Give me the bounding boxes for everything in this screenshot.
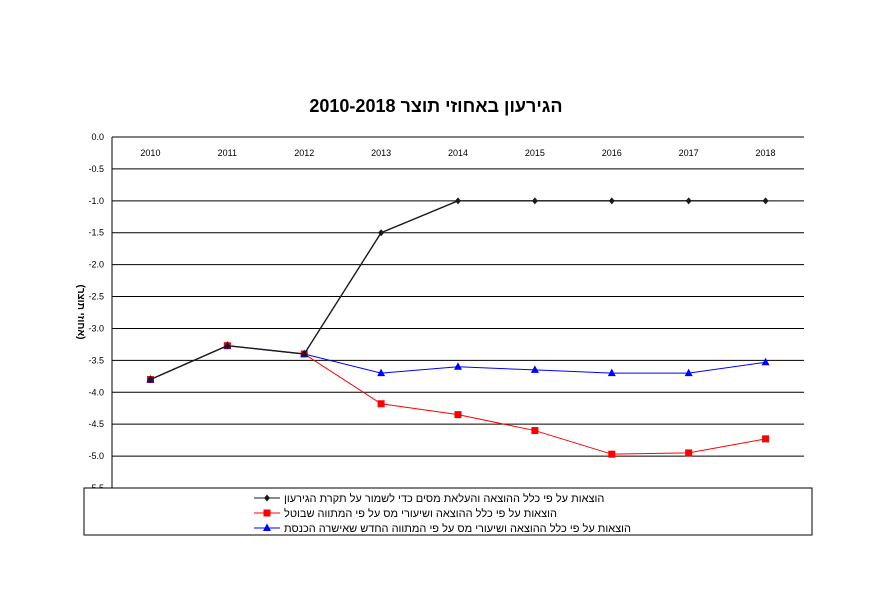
series-line-2 (150, 345, 766, 455)
legend-marker (264, 494, 270, 502)
y-tick-label: -2.0 (88, 260, 104, 270)
series-3-point (377, 368, 386, 377)
series-3-point (454, 362, 462, 370)
x-category-label: 2015 (525, 148, 545, 158)
series-3-point (607, 368, 616, 377)
x-category-label: 2013 (371, 148, 391, 158)
series-2-point (454, 411, 462, 419)
legend: הוצאות על פי כלל ההוצאה והעלאת מסים כדי … (83, 487, 813, 536)
chart-title: הגירעון באחוזי תוצר 2010-2018 (309, 96, 562, 116)
x-axis-categories: 2010 2011 2012 2013 2014 2015 2016 2017 2018 (140, 148, 775, 158)
series-1-point (608, 197, 615, 205)
series-3-point (761, 357, 770, 366)
y-tick-label: -4.0 (88, 387, 104, 397)
series-1-point (455, 197, 461, 205)
x-category-label: 2014 (448, 148, 468, 158)
y-tick-label: 0.0 (91, 132, 104, 142)
series-1-point (762, 197, 769, 205)
y-tick-label: -5.0 (88, 451, 104, 461)
legend-label: הוצאות על פי כלל ההוצאה והעלאת מסים כדי … (284, 492, 604, 505)
series-1-point (531, 197, 538, 205)
legend-label: הוצאות על פי כלל ההוצאה ושיעורי מס על פי… (284, 522, 631, 535)
gridlines (111, 136, 804, 488)
y-axis-label: (אחוזי תוצר) (75, 284, 86, 339)
legend-marker (263, 523, 271, 531)
series-line-1 (150, 200, 766, 381)
series-2-point (531, 427, 539, 435)
legend-label: הוצאות על פי כלל ההוצאה ושיעורי מס על פי… (284, 507, 557, 520)
y-tick-label: -0.5 (88, 164, 104, 174)
y-tick-label: -2.5 (88, 292, 104, 302)
x-category-label: 2018 (756, 148, 776, 158)
series-1-point (147, 376, 154, 384)
x-category-label: 2010 (140, 148, 160, 158)
legend-box (83, 487, 813, 536)
y-tick-label: -1.5 (88, 228, 104, 238)
x-category-label: 2012 (294, 148, 314, 158)
series-2-point (377, 400, 385, 408)
y-tick-label: -1.0 (88, 196, 104, 206)
series-3-point (684, 368, 693, 377)
x-category-label: 2016 (602, 148, 622, 158)
x-category-label: 2011 (218, 148, 237, 158)
legend-marker (263, 509, 271, 517)
series-lines (146, 197, 770, 458)
y-tick-label: -4.5 (88, 419, 104, 429)
series-1-point (685, 197, 692, 205)
x-category-label: 2017 (679, 148, 699, 158)
series-1-point (224, 342, 231, 350)
y-tick-label: -3.5 (88, 355, 104, 365)
series-1-point (378, 229, 385, 237)
series-3-point (530, 365, 539, 373)
y-tick-label: -3.0 (88, 323, 104, 333)
series-1-point (301, 350, 308, 358)
series-2-point (608, 450, 616, 458)
y-axis-ticks: 0.0 -0.5 -1.0 -1.5 -2.0 -2.5 -3.0 -3.5 -4.0 -4.5 -… (88, 132, 104, 493)
series-2-point (685, 449, 693, 457)
series-2-point (762, 435, 770, 443)
